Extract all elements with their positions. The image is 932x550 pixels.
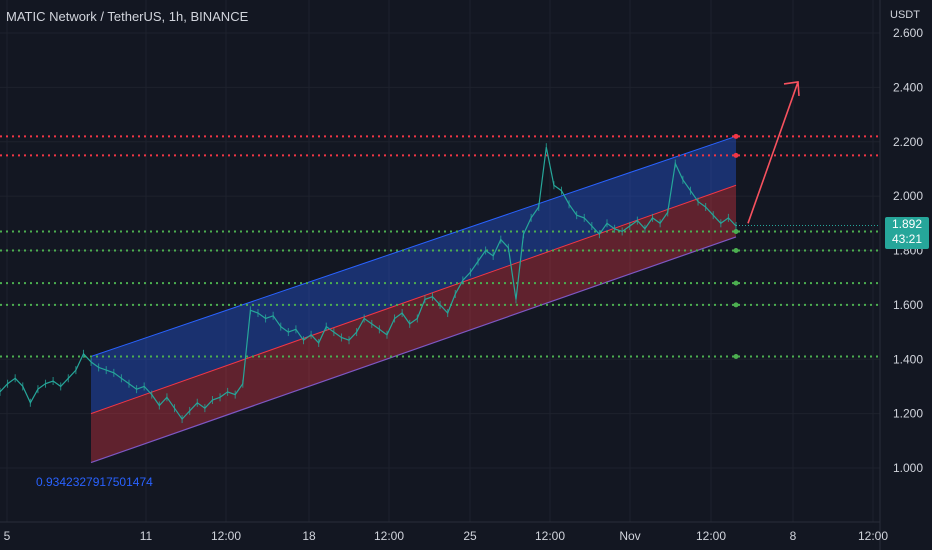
arrow-head [783, 81, 800, 96]
horizontal-levels [0, 133, 880, 360]
x-tick-label: 12:00 [696, 529, 726, 543]
currency-label: USDT [890, 9, 920, 21]
arrow-shaft [747, 81, 799, 224]
last-price-badge: 1.892 43:21 [885, 217, 929, 249]
chart-grid [0, 0, 880, 522]
price-axis[interactable]: 1.0001.2001.4001.6001.8002.0002.2002.400… [879, 0, 923, 550]
support-anchor [733, 228, 739, 234]
regression-channel [90, 135, 737, 464]
last-price: 1.892 [891, 217, 923, 231]
y-tick-label: 2.000 [893, 189, 923, 203]
y-tick-label: 1.200 [893, 407, 923, 421]
resistance-anchor [733, 133, 739, 139]
x-tick-label: 12:00 [535, 529, 565, 543]
x-tick-label: 12:00 [211, 529, 241, 543]
y-tick-label: 2.600 [893, 26, 923, 40]
price-series [0, 143, 880, 424]
x-tick-label: Nov [619, 529, 640, 543]
x-tick-label: 18 [302, 529, 316, 543]
y-tick-label: 1.000 [893, 461, 923, 475]
channel-value-label: 0.9342327917501474 [36, 475, 153, 489]
support-anchor [733, 302, 739, 308]
resistance-anchor [733, 152, 739, 158]
price-line [0, 147, 737, 421]
x-tick-label: 25 [463, 529, 477, 543]
x-tick-label: 8 [790, 529, 797, 543]
projection-arrow [747, 81, 800, 224]
channel-upper-line [90, 135, 737, 358]
y-tick-label: 2.400 [893, 80, 923, 94]
channel-mid-line [90, 184, 737, 415]
support-anchor [733, 280, 739, 286]
x-tick-label: 5 [4, 529, 11, 543]
y-tick-label: 1.600 [893, 298, 923, 312]
chart-title: MATIC Network / TetherUS, 1h, BINANCE [6, 9, 249, 24]
x-tick-label: 12:00 [858, 529, 888, 543]
channel-lower-area [91, 185, 736, 463]
x-tick-label: 11 [140, 529, 153, 543]
time-axis[interactable]: 5 11 12:00 18 12:00 25 12:00 Nov 12:00 8 12:00 [0, 521, 888, 543]
channel-upper-area [91, 136, 736, 414]
bar-countdown: 43:21 [891, 232, 923, 246]
support-anchor [733, 248, 739, 253]
support-anchor [733, 354, 739, 360]
y-tick-label: 2.200 [893, 135, 923, 149]
x-tick-label: 12:00 [374, 529, 404, 543]
channel-lower-line [90, 236, 737, 464]
y-tick-label: 1.400 [893, 352, 923, 366]
